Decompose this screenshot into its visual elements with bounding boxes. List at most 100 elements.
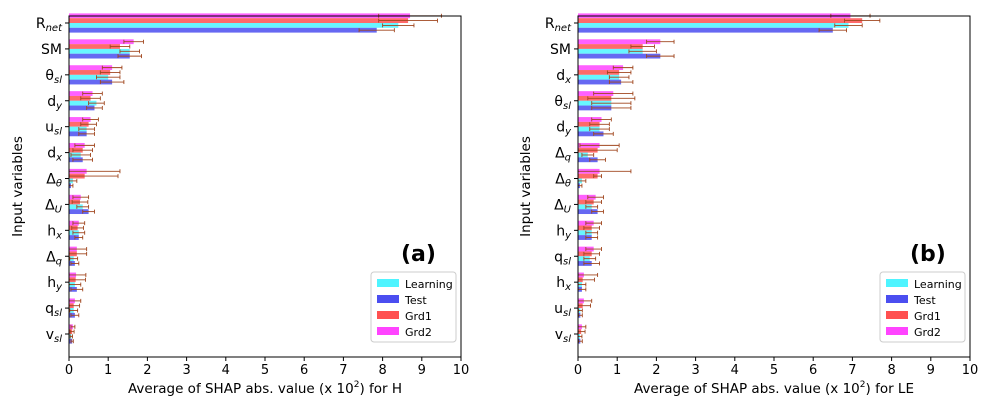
x-tick-label: 4	[222, 363, 230, 378]
bar-test	[578, 27, 833, 33]
legend-label: Grd2	[405, 326, 432, 339]
x-tick-label: 1	[104, 363, 112, 378]
x-axis-label: Average of SHAP abs. value (x 102) for H	[128, 380, 402, 397]
chart-panel-b: Rnet SM dx θsl dy Δq Δθ ΔU hy qsl hx usl vsl 0 1 2 3 4 5 6 7…	[518, 13, 978, 397]
bar-learning	[69, 74, 109, 80]
bar-grd1	[69, 95, 91, 101]
x-tick-label: 7	[339, 363, 347, 378]
legend-swatch	[886, 311, 908, 319]
y-tick-label: Δq	[555, 146, 571, 164]
bar-learning	[69, 204, 83, 210]
bar-grd1	[69, 44, 120, 49]
bar-test	[69, 53, 130, 59]
x-tick-label: 7	[848, 363, 856, 378]
legend-swatch	[377, 311, 399, 319]
y-tick-label: θsl	[45, 68, 62, 86]
bar-test	[69, 235, 79, 240]
y-tick-label: Rnet	[545, 16, 572, 34]
legend-label: Learning	[405, 278, 453, 291]
x-tick-label: 1	[613, 363, 621, 378]
chart-panel-a: Rnet SM θsl dy usl dx Δθ ΔU hx Δq hy qsl vsl 0 1 2 3 4 5 6 7…	[10, 13, 469, 397]
legend-swatch	[886, 327, 908, 335]
y-tick-label: hx	[47, 223, 62, 241]
bar-grd1	[578, 44, 643, 49]
x-tick-label: 8	[887, 363, 895, 378]
bar-grd2	[578, 117, 602, 122]
y-tick-label: dy	[556, 120, 572, 138]
bar-grd1	[69, 121, 89, 127]
bar-grd2	[69, 39, 134, 45]
legend-box	[370, 271, 457, 343]
bar-test	[69, 209, 89, 215]
bar-grd1	[578, 18, 863, 23]
x-tick-label: 10	[962, 363, 979, 378]
bar-learning	[578, 23, 849, 28]
legend-box	[879, 271, 966, 343]
y-tick-label: SM	[550, 42, 571, 58]
legend-label: Grd2	[914, 326, 941, 339]
bar-learning	[69, 100, 97, 106]
legend-swatch	[886, 279, 908, 287]
legend-swatch	[377, 327, 399, 335]
y-tick-label: Δθ	[46, 172, 62, 190]
x-tick-label: 10	[453, 363, 470, 378]
bar-learning	[578, 74, 620, 80]
x-tick-label: 2	[652, 363, 660, 378]
y-tick-label: vsl	[46, 327, 63, 345]
legend-label: Test	[404, 294, 427, 307]
x-tick-label: 5	[261, 363, 269, 378]
x-tick-label: 3	[691, 363, 699, 378]
legend-swatch	[886, 295, 908, 303]
x-tick-label: 2	[143, 363, 151, 378]
bar-test	[69, 105, 95, 111]
y-axis-label: Input variables	[10, 136, 26, 237]
bar-grd1	[578, 173, 598, 179]
y-tick-label: hy	[556, 223, 572, 241]
bar-learning	[578, 126, 600, 132]
bar-grd1	[578, 121, 600, 127]
x-tick-label: 6	[300, 363, 308, 378]
legend: Learning Test Grd1 Grd2	[879, 271, 966, 343]
y-tick-label: hx	[556, 275, 571, 293]
y-tick-label: hy	[47, 275, 63, 293]
bar-test	[578, 79, 622, 85]
bar-test	[69, 131, 87, 137]
bar-grd2	[578, 39, 661, 45]
bar-test	[578, 131, 604, 137]
legend: Learning Test Grd1 Grd2	[370, 271, 457, 343]
bar-test	[578, 157, 598, 163]
bar-grd2	[69, 91, 93, 96]
y-axis-label: Input variables	[518, 136, 534, 237]
bar-grd2	[578, 194, 596, 200]
x-tick-label: 4	[731, 363, 739, 378]
y-tick-label: ΔU	[45, 197, 63, 215]
y-tick-label: vsl	[555, 327, 572, 345]
legend-swatch	[377, 279, 399, 287]
y-tick-label: θsl	[554, 94, 571, 112]
legend-label: Grd1	[914, 310, 941, 323]
bar-test	[69, 27, 377, 33]
legend-label: Grd1	[405, 310, 432, 323]
y-tick-label: SM	[41, 42, 62, 58]
legend-swatch	[377, 295, 399, 303]
y-tick-label: qsl	[554, 249, 571, 267]
x-tick-label: 9	[418, 363, 426, 378]
y-tick-label: ΔU	[554, 197, 572, 215]
bar-learning	[578, 48, 643, 54]
y-tick-label: dx	[556, 68, 571, 86]
y-tick-label: usl	[45, 120, 62, 138]
x-tick-label: 8	[378, 363, 386, 378]
bar-grd1	[69, 70, 111, 75]
y-tick-label: dy	[47, 94, 63, 112]
bar-learning	[69, 23, 399, 28]
bar-learning	[578, 204, 592, 210]
y-tick-label: Δθ	[555, 172, 571, 190]
bar-learning	[69, 48, 130, 54]
x-tick-label: 0	[574, 363, 582, 378]
y-tick-label: qsl	[45, 301, 62, 319]
bar-test	[578, 53, 661, 59]
legend-label: Test	[913, 294, 936, 307]
y-tick-label: usl	[554, 301, 571, 319]
x-tick-label: 6	[809, 363, 817, 378]
